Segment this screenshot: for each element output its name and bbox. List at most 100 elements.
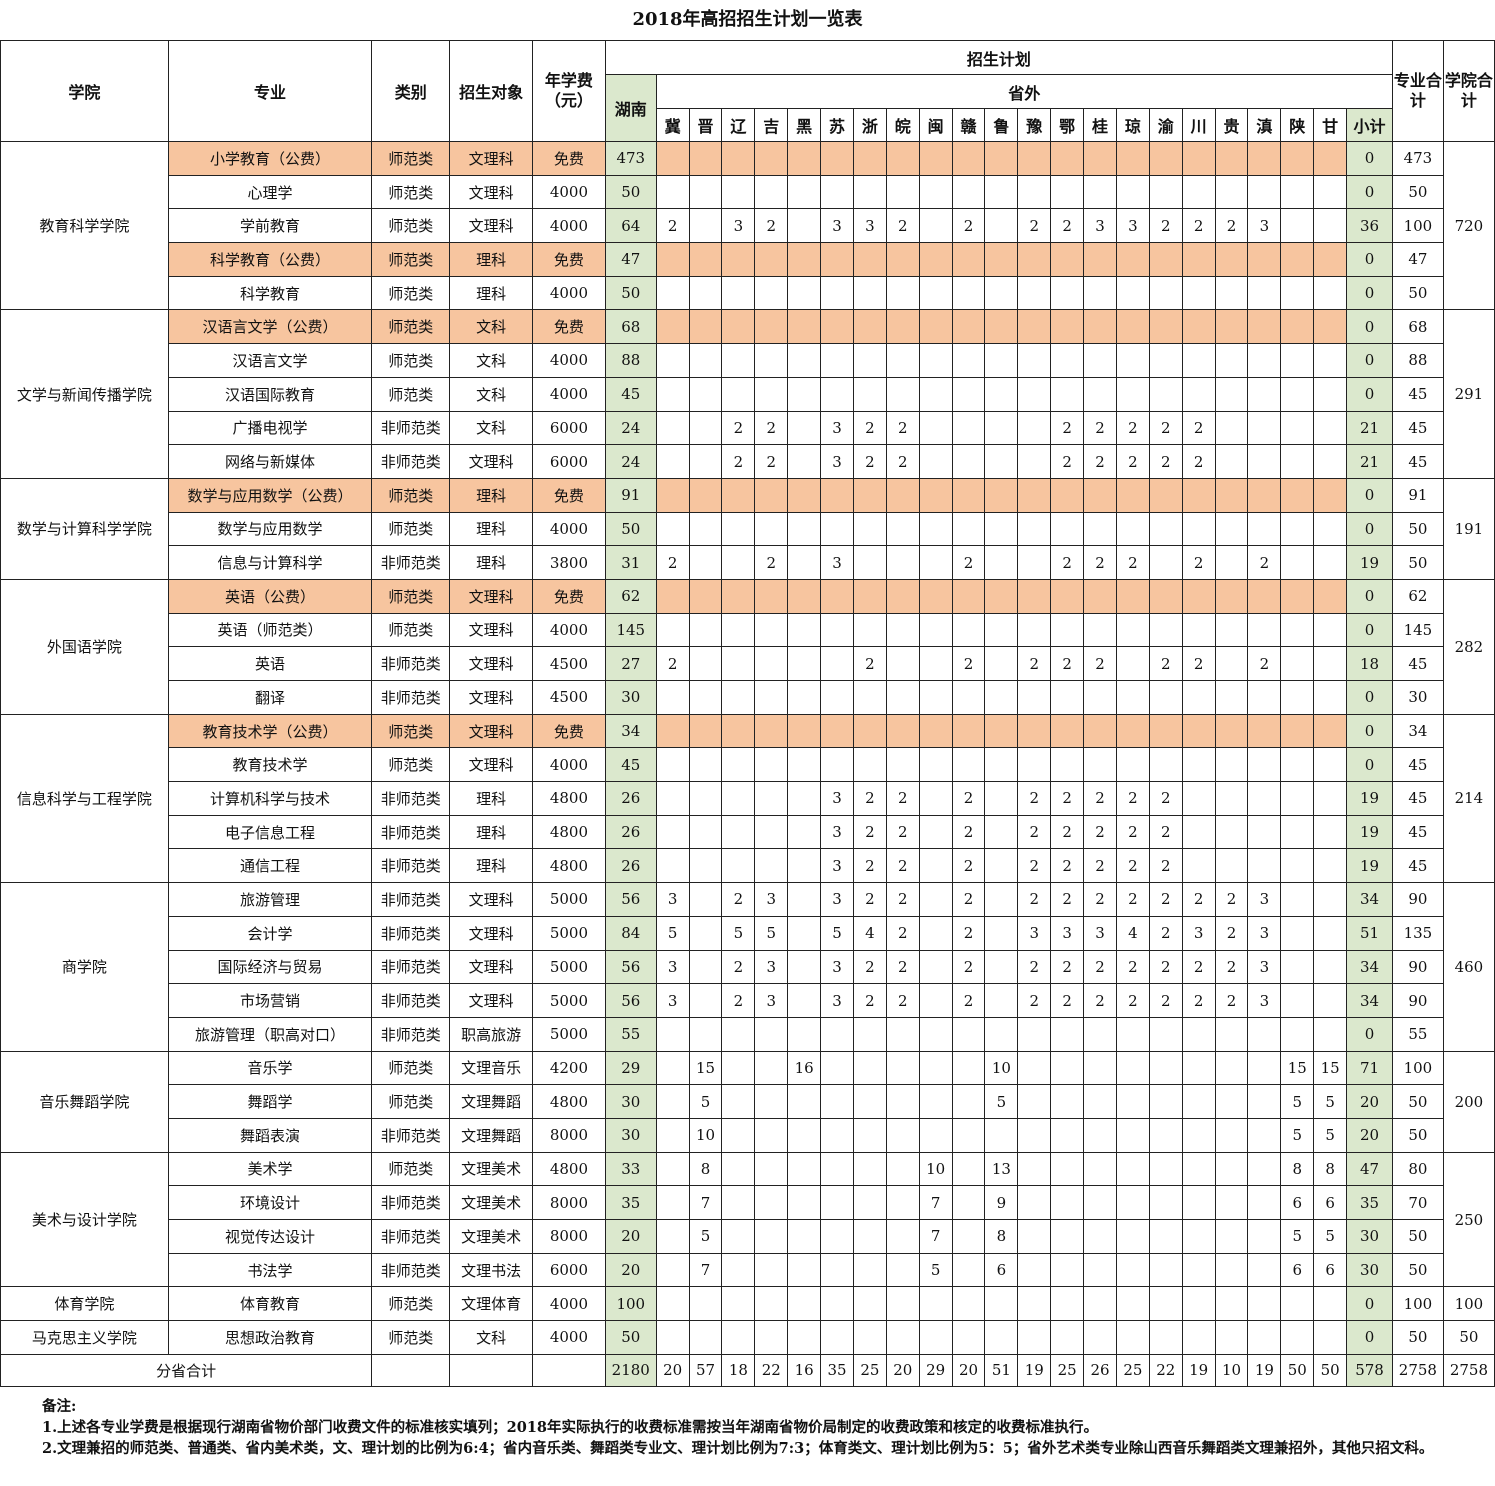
province-count xyxy=(754,309,789,345)
table-row: 舞蹈学 师范类 文理舞蹈 4800 30 5 5 5 5 20 50 xyxy=(1,1084,1495,1119)
province-count xyxy=(1181,275,1216,311)
province-count: 2 xyxy=(1083,545,1117,580)
college-total: 214 xyxy=(1442,713,1495,884)
table-row: 教育科学学院 小学教育（公费） 师范类 文理科 免费 473 0 473 720 xyxy=(0,140,1495,311)
major-total: 50 xyxy=(1391,511,1444,547)
province-count xyxy=(951,1050,986,1086)
major-name: 英语（师范类） xyxy=(167,612,373,648)
province-count xyxy=(1083,1286,1117,1322)
province-count xyxy=(951,1117,986,1153)
province-count xyxy=(688,949,723,985)
province-count xyxy=(1181,848,1216,884)
province-count xyxy=(655,511,690,547)
major-name: 思想政治教育 xyxy=(167,1320,373,1355)
province-count xyxy=(787,747,822,783)
province-count xyxy=(1214,1117,1249,1153)
province-count xyxy=(1247,343,1282,378)
province-count xyxy=(1280,208,1315,244)
province-count: 2 xyxy=(1050,983,1085,1018)
hunan-count: 45 xyxy=(604,747,657,783)
fee: 4000 xyxy=(532,174,606,210)
target: 文理科 xyxy=(449,174,534,210)
target: 文理科 xyxy=(449,882,534,917)
province-count xyxy=(1148,680,1183,715)
hunan-count: 34 xyxy=(604,713,657,749)
province-count: 2 xyxy=(1050,949,1085,985)
hunan-count: 50 xyxy=(604,511,657,547)
category: 师范类 xyxy=(371,713,451,749)
header-province: 川 xyxy=(1181,108,1216,142)
hunan-count: 50 xyxy=(604,275,657,311)
outside-subtotal: 21 xyxy=(1346,410,1393,446)
province-count: 2 xyxy=(1115,882,1150,917)
province-count xyxy=(918,444,953,479)
province-count xyxy=(1280,376,1315,412)
province-count xyxy=(1115,141,1150,176)
province-count xyxy=(885,1117,920,1153)
province-count xyxy=(1181,1252,1216,1288)
province-count xyxy=(852,1185,887,1220)
province-count xyxy=(721,174,756,210)
province-count xyxy=(1181,174,1216,210)
province-count: 2 xyxy=(852,410,887,446)
province-count xyxy=(688,646,723,681)
page-title: 2018年高招招生计划一览表 xyxy=(632,9,863,30)
header-province: 豫 xyxy=(1017,108,1052,142)
fee: 6000 xyxy=(532,444,606,479)
province-count xyxy=(754,376,789,412)
major-total: 90 xyxy=(1391,983,1444,1018)
province-count xyxy=(1148,747,1183,783)
college-name: 马克思主义学院 xyxy=(0,1320,169,1355)
province-count xyxy=(1280,477,1315,513)
category: 师范类 xyxy=(371,343,451,378)
totals-province: 26 xyxy=(1083,1353,1117,1387)
province-count xyxy=(1280,511,1315,547)
province-count xyxy=(721,242,756,277)
major-total: 80 xyxy=(1391,1151,1444,1187)
major-total: 88 xyxy=(1391,343,1444,378)
province-count xyxy=(1050,1050,1085,1086)
category: 非师范类 xyxy=(371,1252,451,1288)
major-name: 电子信息工程 xyxy=(167,814,373,850)
province-count xyxy=(1017,1219,1052,1254)
header-province: 皖 xyxy=(885,108,920,142)
province-count xyxy=(1313,410,1348,446)
province-count xyxy=(1214,1286,1249,1322)
province-count xyxy=(885,174,920,210)
province-count xyxy=(787,511,822,547)
province-count xyxy=(852,578,887,614)
province-count xyxy=(1247,680,1282,715)
major-total: 100 xyxy=(1391,1050,1444,1086)
category: 师范类 xyxy=(371,1084,451,1119)
totals-province: 16 xyxy=(787,1353,822,1387)
province-count: 3 xyxy=(820,949,854,985)
province-count xyxy=(688,848,723,884)
province-count xyxy=(655,275,690,311)
province-count xyxy=(1050,1252,1085,1288)
target: 理科 xyxy=(449,781,534,816)
category: 师范类 xyxy=(371,1151,451,1187)
target: 文科 xyxy=(449,309,534,345)
hunan-count: 145 xyxy=(604,612,657,648)
header-college: 学院 xyxy=(0,40,169,142)
province-count xyxy=(1050,343,1085,378)
table-row: 汉语言文学 师范类 文科 4000 88 0 88 xyxy=(1,343,1495,378)
province-count xyxy=(754,174,789,210)
college-name: 教育科学学院 xyxy=(0,140,169,311)
category: 非师范类 xyxy=(371,949,451,985)
province-count xyxy=(1115,477,1150,513)
province-count xyxy=(1214,1252,1249,1288)
target: 文理美术 xyxy=(449,1219,534,1254)
province-count xyxy=(1247,747,1282,783)
major-name: 广播电视学 xyxy=(167,410,373,446)
province-count: 2 xyxy=(1148,444,1183,479)
province-count: 2 xyxy=(1115,814,1150,850)
major-total: 50 xyxy=(1391,1320,1444,1355)
province-count xyxy=(1313,882,1348,917)
outside-subtotal: 21 xyxy=(1346,444,1393,479)
province-count xyxy=(918,1286,953,1322)
province-count xyxy=(655,343,690,378)
province-count: 2 xyxy=(1115,848,1150,884)
province-count xyxy=(754,1016,789,1052)
province-count xyxy=(1247,578,1282,614)
